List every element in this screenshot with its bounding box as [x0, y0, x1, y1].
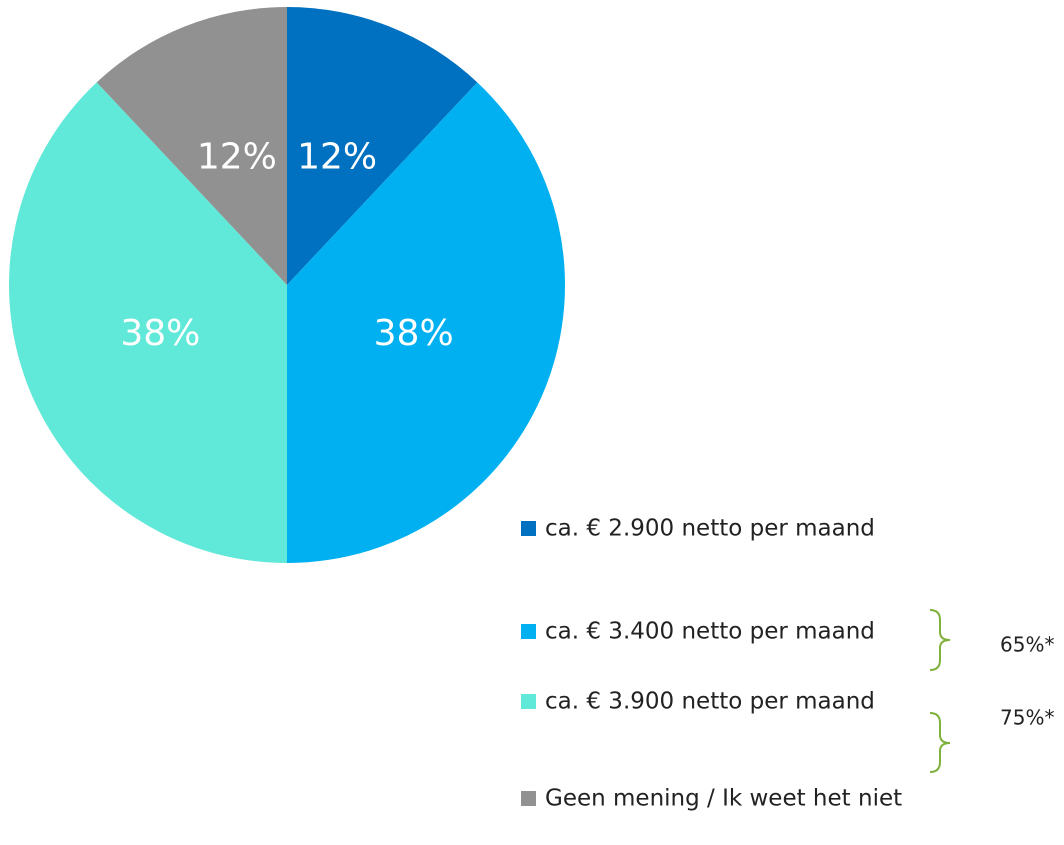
legend-label: ca. € 2.900 netto per maand [545, 516, 875, 542]
legend-swatch [521, 791, 536, 806]
annotation: 75%* [1000, 706, 1054, 730]
brace [929, 609, 951, 671]
value-label: 12% [297, 136, 377, 177]
value-label: 38% [374, 313, 454, 354]
annotation: 65%* [1000, 633, 1054, 657]
legend-label: ca. € 3.400 netto per maand [545, 619, 875, 645]
legend: ca. € 2.900 netto per maand ca. € 3.400 n… [521, 516, 902, 812]
slice [287, 82, 565, 564]
slice [9, 82, 288, 564]
legend-label: Geen mening / Ik weet het niet [545, 786, 902, 812]
brace [929, 712, 951, 773]
legend-swatch [521, 521, 536, 536]
slice [287, 7, 478, 285]
slices: 12% 38% 38% 12% [9, 7, 565, 564]
slice [96, 7, 287, 285]
legend-swatch [521, 624, 536, 639]
legend-swatch [521, 694, 536, 709]
legend-label: ca. € 3.900 netto per maand [545, 689, 875, 715]
value-label: 12% [197, 136, 277, 177]
value-label: 38% [120, 313, 200, 354]
